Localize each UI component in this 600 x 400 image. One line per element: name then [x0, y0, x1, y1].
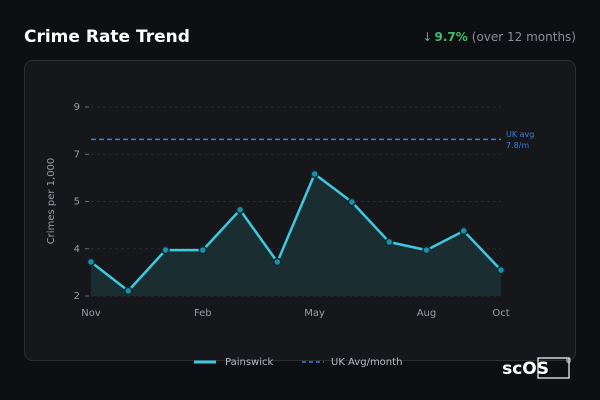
trend-note: (over 12 months) [472, 30, 576, 44]
point [496, 265, 506, 275]
point [86, 257, 96, 267]
x-tick-label: Aug [417, 308, 437, 319]
line [90, 172, 502, 293]
trend: ↓ 9.7% (over 12 months) [422, 30, 576, 44]
x-tick-label: Feb [194, 308, 212, 319]
point [422, 245, 431, 255]
y-tick-label: 4 [74, 244, 80, 255]
point [124, 286, 133, 296]
point [347, 197, 357, 207]
reference-label: UK avg [506, 130, 534, 139]
y-tick-label: 2 [74, 291, 80, 302]
trend-value: 9.7% [434, 30, 467, 44]
point [459, 226, 468, 236]
logo-box [537, 357, 570, 379]
point [310, 169, 319, 179]
legend-label: Painswick [225, 357, 273, 368]
y-tick-label: 5 [74, 197, 80, 208]
y-axis-label: Crimes per 1,000 [46, 158, 57, 245]
y-tick-label: 9 [74, 102, 80, 113]
point [198, 245, 208, 255]
reference-label: 7.8/m [506, 141, 529, 150]
x-tick-label: Oct [492, 308, 509, 319]
area [91, 173, 501, 296]
x-tick-label: Nov [81, 308, 101, 319]
point [273, 257, 282, 267]
point [235, 205, 245, 215]
logo: scOS [502, 359, 549, 379]
trend-arrow: ↓ [422, 30, 432, 44]
legend-label: UK Avg/month [331, 357, 402, 368]
x-tick-label: May [304, 308, 325, 319]
y-tick-label: 7 [74, 149, 80, 160]
point [384, 237, 394, 247]
title: Crime Rate Trend [24, 27, 190, 47]
point [161, 245, 170, 255]
